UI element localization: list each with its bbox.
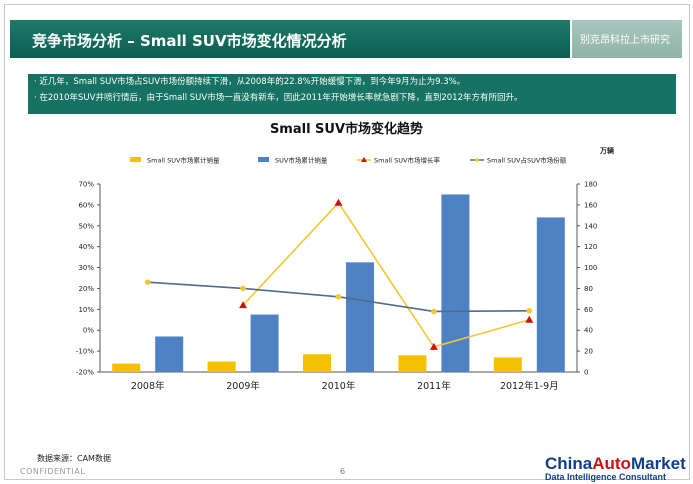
legend-label: Small SUV市场增长率 — [374, 156, 440, 165]
left-tick-label: 40% — [78, 243, 94, 251]
bar-small-suv-sales — [303, 354, 331, 372]
market-share-point — [431, 308, 437, 315]
legend-marker — [475, 158, 479, 162]
bar-suv-sales — [250, 314, 279, 372]
header-bar: 竞争市场分析 – Small SUV市场变化情况分析 — [10, 20, 570, 58]
summary-box: · 近几年，Small SUV市场占SUV市场份额持续下滑，从2008年的22.… — [28, 74, 676, 114]
page-number: 6 — [340, 467, 346, 476]
growth-rate-point — [334, 198, 343, 206]
legend-label: SUV市场累计销量 — [275, 156, 328, 165]
right-tick-label: 100 — [584, 264, 597, 272]
left-tick-label: -20% — [76, 369, 94, 377]
right-tick-label: 80 — [584, 285, 593, 293]
summary-bullet: · 近几年，Small SUV市场占SUV市场份额持续下滑，从2008年的22.… — [34, 77, 466, 87]
x-tick-label: 2012年1-9月 — [500, 380, 559, 392]
growth-rate-point — [239, 301, 248, 309]
legend-label: Small SUV市场累计销量 — [147, 156, 220, 165]
data-source-note: 数据来源：CAM数据 — [37, 454, 111, 463]
left-tick-label: 0% — [83, 327, 94, 335]
header-tag-label: 别克昂科拉上市研究 — [580, 35, 670, 46]
x-tick-label: 2011年 — [417, 380, 451, 392]
left-tick-label: 70% — [78, 181, 94, 189]
logo-text-1: China — [545, 454, 593, 473]
bar-suv-sales — [155, 336, 184, 372]
left-tick-label: 50% — [78, 222, 94, 230]
right-tick-label: 140 — [584, 222, 597, 230]
right-tick-label: 0 — [584, 369, 588, 377]
right-tick-label: 160 — [584, 201, 597, 209]
logo-text-2: Auto — [592, 454, 631, 473]
right-tick-label: 20 — [584, 348, 593, 356]
x-tick-label: 2008年 — [131, 380, 165, 392]
growth-rate-point — [429, 342, 438, 350]
bar-suv-sales — [441, 194, 470, 372]
left-tick-label: -10% — [76, 348, 94, 356]
legend-swatch — [258, 157, 269, 162]
growth-rate-line — [242, 201, 530, 348]
right-tick-label: 180 — [584, 181, 597, 189]
chart-title: Small SUV市场变化趋势 — [269, 122, 424, 137]
page-title: 竞争市场分析 – Small SUV市场变化情况分析 — [32, 32, 347, 50]
legend-swatch — [130, 157, 141, 162]
x-tick-label: 2009年 — [226, 380, 260, 392]
company-logo: ChinaAutoMarket Data Intelligence Consul… — [545, 455, 686, 482]
market-share-point — [335, 294, 342, 300]
bar-small-suv-sales — [112, 363, 141, 372]
right-tick-label: 120 — [584, 243, 597, 251]
legend-label: Small SUV占SUV市场份额 — [487, 156, 567, 165]
logo-subtitle: Data Intelligence Consultant — [545, 472, 667, 482]
market-share-point — [240, 285, 246, 292]
header-tag: 别克昂科拉上市研究 — [572, 20, 682, 58]
confidential-label: CONFIDENTIAL — [20, 467, 86, 476]
bar-small-suv-sales — [207, 361, 236, 372]
market-share-point — [144, 279, 151, 285]
right-tick-label: 40 — [584, 327, 593, 335]
left-tick-label: 20% — [78, 285, 94, 293]
bar-suv-sales — [346, 262, 374, 372]
left-tick-label: 10% — [78, 306, 94, 314]
right-axis-unit: 万辆 — [600, 147, 614, 155]
legend-marker — [361, 157, 367, 162]
left-tick-label: 60% — [78, 201, 94, 209]
chart-svg: 70% 60% 50% 40% 30% 20% 10% 0% -10% -20% 180 160 140… — [76, 156, 597, 393]
bar-small-suv-sales — [493, 357, 522, 372]
summary-bullet: · 在2010年SUV井喷行情后，由于Small SUV市场一直没有新车，因此2… — [34, 93, 523, 103]
logo-text-3: Market — [630, 454, 686, 473]
x-tick-label: 2010年 — [322, 380, 356, 392]
left-tick-label: 30% — [78, 264, 94, 272]
market-share-point — [526, 307, 533, 314]
bar-small-suv-sales — [398, 355, 427, 372]
right-tick-label: 60 — [584, 306, 593, 314]
growth-rate-point — [525, 315, 534, 323]
bar-suv-sales — [536, 217, 565, 372]
